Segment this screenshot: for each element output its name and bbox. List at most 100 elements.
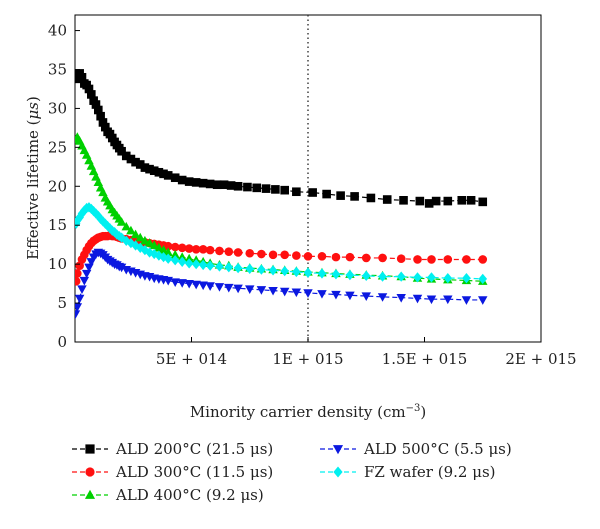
data-point <box>205 260 215 271</box>
data-point <box>377 293 388 302</box>
data-point <box>224 247 234 256</box>
data-point <box>303 289 313 298</box>
data-point <box>243 182 252 192</box>
data-point <box>292 251 301 260</box>
legend-item: FZ wafer (9.2 μs) <box>320 463 496 481</box>
data-point <box>198 259 208 271</box>
data-point <box>268 250 278 260</box>
data-point <box>317 290 327 299</box>
data-point <box>84 84 94 94</box>
data-point <box>177 243 187 253</box>
data-point <box>345 252 355 262</box>
legend-marker <box>85 467 95 477</box>
legend-label: FZ wafer (9.2 μs) <box>364 463 496 481</box>
data-point <box>303 252 313 261</box>
data-point <box>96 111 105 121</box>
data-point <box>205 179 215 189</box>
data-point <box>224 283 234 293</box>
data-point <box>214 283 225 292</box>
data-point <box>413 272 422 283</box>
data-point <box>303 267 313 278</box>
data-point <box>140 235 150 245</box>
data-point <box>77 72 87 82</box>
data-point <box>154 242 164 252</box>
data-point <box>279 287 290 297</box>
data-point <box>215 246 224 256</box>
data-point <box>191 258 201 270</box>
data-point <box>140 244 150 256</box>
data-point <box>163 276 173 286</box>
data-point <box>117 146 126 156</box>
y-tick-label: 5 <box>57 294 67 312</box>
data-point <box>399 196 408 205</box>
legend: ALD 200°C (21.5 μs) ALD 300°C (11.5 μs) AL… <box>72 440 512 504</box>
data-point <box>257 264 266 275</box>
data-point <box>94 105 103 115</box>
data-point <box>131 240 140 251</box>
data-point <box>462 272 471 284</box>
data-point <box>212 180 222 190</box>
legend-label: ALD 200°C (21.5 μs) <box>115 440 273 458</box>
data-point <box>170 249 180 259</box>
data-point <box>457 196 467 205</box>
legend-item: ALD 400°C (9.2 μs) <box>72 486 264 504</box>
data-point <box>87 90 96 99</box>
data-point <box>159 169 168 179</box>
data-point <box>331 290 341 300</box>
legend-label: ALD 400°C (9.2 μs) <box>115 486 264 504</box>
data-point <box>257 249 266 259</box>
data-point <box>317 268 327 279</box>
data-point <box>77 285 87 295</box>
data-point <box>170 278 180 287</box>
data-point <box>378 253 387 263</box>
data-point <box>144 238 155 247</box>
data-point <box>292 266 301 278</box>
data-point <box>219 180 229 190</box>
y-axis-title: Effective lifetime (μs) <box>24 96 42 260</box>
data-point <box>233 248 243 257</box>
data-point <box>184 177 194 186</box>
data-point <box>413 255 422 264</box>
data-point <box>461 296 472 305</box>
data-point <box>191 280 201 290</box>
data-point <box>126 237 136 249</box>
x-axis-title: Minority carrier density (cm−3) <box>190 403 426 421</box>
data-point <box>466 196 476 205</box>
data-point <box>163 247 173 257</box>
data-point <box>256 286 267 295</box>
data-point <box>382 195 392 204</box>
data-point <box>336 191 345 200</box>
data-point <box>271 185 280 194</box>
data-point <box>126 154 136 164</box>
data-point <box>280 250 290 260</box>
data-point <box>170 242 180 252</box>
data-point <box>116 263 127 273</box>
legend-marker <box>85 444 95 454</box>
data-point <box>91 100 101 109</box>
y-tick-label: 20 <box>48 177 67 195</box>
data-point <box>252 183 262 193</box>
y-tick-label: 30 <box>48 99 67 117</box>
data-point <box>331 269 341 280</box>
data-point <box>163 171 173 180</box>
data-point <box>184 253 194 263</box>
data-point <box>191 178 201 187</box>
data-point <box>412 294 423 304</box>
data-point <box>135 160 145 169</box>
data-point <box>478 197 488 207</box>
data-point <box>154 167 164 177</box>
x-tick-label: 2E + 015 <box>505 350 576 368</box>
data-point <box>280 265 289 277</box>
y-tick-label: 35 <box>48 61 67 79</box>
data-point <box>177 175 187 185</box>
data-point <box>331 252 341 262</box>
data-point <box>443 255 453 264</box>
y-tick-label: 10 <box>48 255 67 273</box>
data-point <box>149 240 159 250</box>
data-point <box>215 261 224 272</box>
axes-layer: 0 5 10 15 20 25 30 35 40 5E + 014 1E + 015 1.5E + 0… <box>48 22 577 368</box>
data-point <box>177 279 187 288</box>
data-point <box>396 254 406 263</box>
data-point <box>75 276 81 286</box>
series-0 <box>75 69 488 208</box>
